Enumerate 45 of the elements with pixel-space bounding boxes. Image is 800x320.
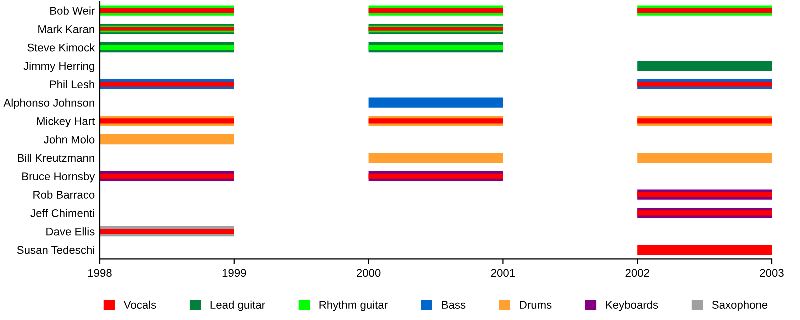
bar: [100, 174, 234, 179]
x-tick-label: 1998: [88, 269, 112, 278]
legend-label: Saxophone: [712, 300, 768, 312]
y-tick-label: Phil Lesh: [50, 80, 94, 89]
bar: [100, 8, 234, 14]
x-tick-label: 2001: [491, 269, 516, 278]
y-tick-label: Jimmy Herring: [24, 62, 94, 72]
bar: [368, 98, 504, 108]
bar: [638, 152, 772, 164]
bar: [638, 192, 772, 198]
legend-label: Drums: [520, 301, 552, 309]
bar: [368, 8, 504, 14]
bar: [100, 82, 234, 87]
legend-label: Keyboards: [606, 300, 658, 312]
y-tick-label: Steve Kimock: [28, 44, 96, 52]
bar: [638, 82, 772, 87]
y-tick-label: John Molo: [44, 136, 95, 144]
bar: [100, 229, 234, 234]
bar: [368, 174, 504, 179]
legend-label: Bass: [442, 301, 466, 309]
y-tick-label: Alphonso Johnson: [4, 98, 94, 110]
y-tick-label: Rob Barraco: [34, 190, 95, 199]
bar: [100, 134, 234, 145]
bar: [368, 152, 504, 164]
y-tick-label: Susan Tedeschi: [17, 246, 94, 254]
bar: [368, 118, 504, 124]
y-tick-label: Bob Weir: [50, 6, 95, 15]
x-tick-label: 2000: [357, 269, 381, 278]
legend-label: Vocals: [124, 300, 156, 309]
y-tick-label: Mickey Hart: [37, 117, 96, 128]
y-tick-label: Dave Ellis: [46, 228, 95, 236]
bar: [638, 118, 772, 124]
y-tick-label: Mark Karan: [38, 25, 94, 34]
y-tick-label: Bruce Hornsby: [22, 172, 96, 183]
bar: [638, 8, 772, 14]
legend-label: Rhythm guitar: [320, 300, 388, 312]
x-tick-label: 1999: [222, 269, 246, 278]
y-tick-label: Jeff Chimenti: [30, 209, 94, 218]
legend-label: Lead guitar: [210, 300, 266, 312]
x-tick-label: 2003: [760, 269, 784, 278]
bar: [638, 60, 772, 72]
y-tick-label: Bill Kreutzmann: [18, 154, 94, 162]
bar: [638, 210, 772, 216]
x-tick-label: 2002: [626, 269, 650, 278]
bar: [100, 118, 234, 124]
